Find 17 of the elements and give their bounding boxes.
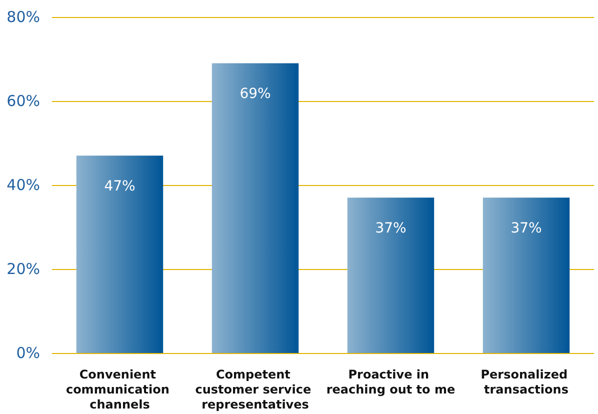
bar (76, 156, 164, 353)
bar (347, 198, 434, 353)
y-tick-label: 20% (6, 260, 40, 278)
y-tick-label: 40% (6, 176, 40, 194)
bar (482, 198, 570, 353)
y-tick-label: 80% (6, 8, 40, 26)
y-tick-label: 0% (16, 344, 40, 362)
data-label: 47% (104, 178, 136, 195)
y-tick-label: 60% (6, 92, 40, 110)
data-label: 37% (375, 220, 406, 237)
x-tick-label: Competent customer service representatives (195, 368, 316, 412)
bar (212, 63, 299, 353)
data-label: 37% (510, 220, 542, 237)
x-tick-label: Convenient communication channels (66, 368, 174, 412)
data-label: 69% (240, 86, 271, 102)
x-tick-label: Proactive in reaching out to me (326, 368, 456, 396)
x-tick-label: Personalized transactions (480, 368, 572, 396)
